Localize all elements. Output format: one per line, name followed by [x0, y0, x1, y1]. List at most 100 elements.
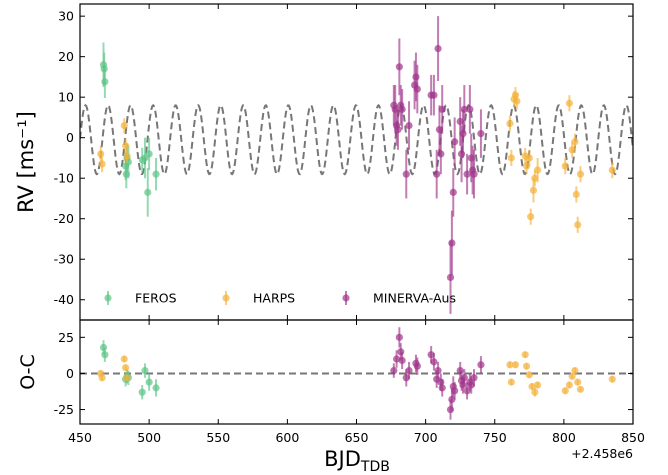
- x-tick-label: 450: [68, 430, 92, 445]
- harps-point: [565, 99, 574, 107]
- minerva-aus-point: [430, 91, 438, 99]
- minerva-aus-point: [470, 170, 478, 178]
- harps-point: [561, 387, 569, 395]
- minerva-aus-point: [434, 366, 442, 375]
- feros-point: [144, 188, 152, 196]
- harps-point: [122, 142, 130, 150]
- harps-legend-marker-dot: [222, 294, 230, 302]
- y-tick-label: 10: [58, 90, 74, 105]
- minerva-aus-point: [402, 170, 410, 178]
- harps-point: [511, 91, 520, 99]
- feros-point: [145, 150, 153, 158]
- x-tick-label: 750: [483, 430, 507, 445]
- harps-point: [529, 186, 538, 194]
- harps-point: [571, 366, 579, 375]
- harps-point: [123, 374, 131, 382]
- harps-point: [565, 381, 574, 389]
- minerva-aus-point: [390, 366, 398, 375]
- harps-point: [574, 221, 582, 229]
- harps-point: [525, 154, 533, 162]
- minerva-aus-point: [405, 366, 413, 375]
- y-tick-label: 20: [58, 49, 74, 64]
- minerva-aus-legend-label: MINERVA-Aus: [373, 291, 456, 306]
- y-tick-label: -40: [54, 292, 74, 307]
- minerva-aus-point: [392, 355, 401, 363]
- feros-point: [101, 351, 109, 359]
- minerva-aus-point: [459, 381, 467, 389]
- residual-frame: [79, 319, 634, 425]
- model-curve: [80, 103, 633, 176]
- feros-point: [141, 366, 149, 375]
- minerva-aus-point: [398, 356, 406, 365]
- y-tick-label: -25: [54, 402, 74, 417]
- harps-point: [506, 361, 514, 369]
- x-tick-label: 800: [552, 430, 576, 445]
- minerva-aus-point: [438, 105, 446, 113]
- minerva-aus-point: [451, 138, 459, 146]
- harps-point: [608, 375, 616, 383]
- rv-plot-area: [80, 16, 633, 314]
- harps-point: [572, 190, 580, 199]
- oc-axis-title: O-C: [17, 354, 39, 390]
- minerva-aus-point: [395, 63, 403, 71]
- harps-point: [531, 388, 539, 396]
- harps-point: [507, 378, 515, 386]
- harps-legend-label: HARPS: [253, 291, 295, 306]
- minerva-aus-point: [433, 170, 441, 178]
- minerva-aus-point: [456, 366, 464, 375]
- harps-point: [534, 381, 542, 389]
- x-offset-label: +2.458e6: [571, 446, 633, 461]
- minerva-aus-point: [405, 121, 413, 130]
- minerva-aus-point: [434, 44, 442, 53]
- feros-legend-marker-dot: [104, 294, 112, 302]
- minerva-aus-point: [438, 384, 446, 392]
- x-tick-label: 500: [137, 430, 161, 445]
- minerva-aus-point: [446, 405, 455, 414]
- harps-point: [527, 213, 535, 221]
- minerva-aus-point: [430, 358, 438, 366]
- y-tick-label: -20: [54, 211, 74, 226]
- feros-point: [99, 343, 108, 352]
- minerva-aus-point: [449, 188, 457, 196]
- minerva-aus-point: [460, 374, 468, 382]
- x-axis-title: BJDTDB: [324, 447, 390, 475]
- harps-point: [534, 166, 542, 174]
- feros-point: [138, 388, 146, 396]
- x-tick-label: 850: [621, 430, 645, 445]
- minerva-aus-point: [398, 105, 406, 113]
- harps-point: [568, 372, 576, 380]
- minerva-aus-point: [394, 125, 402, 134]
- y-tick-label: -30: [54, 252, 74, 267]
- minerva-aus-point: [395, 333, 403, 341]
- residual-plot-area: [80, 327, 633, 420]
- harps-point: [513, 97, 521, 105]
- y-tick-label: 25: [58, 330, 74, 345]
- x-axis-title-main: BJD: [324, 447, 361, 471]
- harps-point: [507, 154, 515, 162]
- harps-point: [122, 364, 130, 372]
- rv-axis-title: RV [ms⁻¹]: [14, 111, 38, 213]
- y-tick-label: 0: [66, 366, 74, 381]
- minerva-aus-point: [397, 348, 405, 356]
- harps-point: [574, 378, 582, 386]
- harps-point: [120, 355, 128, 363]
- harps-point: [120, 121, 128, 130]
- y-tick-label: -10: [54, 171, 74, 186]
- feros-point: [152, 384, 160, 392]
- minerva-aus-point: [451, 387, 459, 395]
- minerva-aus-point: [413, 362, 421, 370]
- harps-point: [521, 351, 529, 359]
- x-tick-label: 600: [275, 430, 299, 445]
- minerva-aus-point: [460, 105, 468, 113]
- harps-point: [511, 361, 520, 369]
- minerva-aus-point: [459, 130, 467, 138]
- x-tick-label: 550: [206, 430, 230, 445]
- y-tick-label: 30: [58, 9, 74, 24]
- x-axis-title-subscript: TDB: [360, 459, 390, 475]
- harps-point: [561, 162, 569, 170]
- harps-point: [506, 119, 514, 128]
- y-tick-label: 0: [66, 130, 74, 145]
- minerva-aus-point: [413, 85, 421, 93]
- harps-point: [522, 362, 531, 370]
- minerva-aus-point: [412, 73, 420, 81]
